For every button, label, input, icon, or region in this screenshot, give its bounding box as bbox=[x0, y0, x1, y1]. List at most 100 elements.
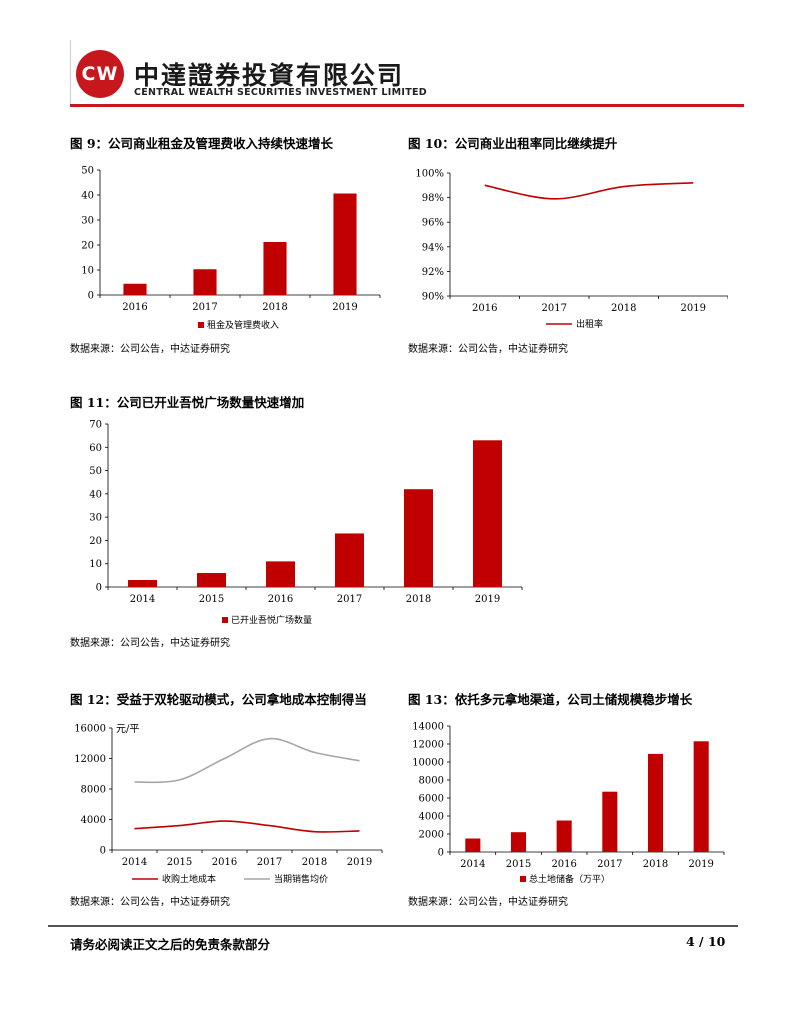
fig9-y-tick-label: 20 bbox=[81, 241, 94, 252]
fig12-y-tick-label: 4000 bbox=[81, 815, 106, 826]
fig9-bar bbox=[333, 193, 357, 295]
fig10-title: 图 10：公司商业出租率同比继续提升 bbox=[408, 136, 618, 151]
fig9-chart: 0 10 20 30 40 50 2016 2017 2018 2019 租金及管理费收入 bbox=[81, 166, 381, 331]
fig9-bar bbox=[263, 242, 287, 295]
fig12-legend-label: 收购土地成本 bbox=[162, 873, 216, 885]
fig9-y-tick-label: 30 bbox=[81, 216, 94, 227]
footer-rule bbox=[48, 925, 738, 927]
fig11-x-tick-label: 2017 bbox=[337, 594, 362, 605]
fig10-x-tick-label: 2016 bbox=[472, 303, 497, 314]
fig13-bar bbox=[465, 838, 481, 852]
fig12-y-tick-label: 0 bbox=[100, 846, 106, 857]
fig9-title: 图 9：公司商业租金及管理费收入持续快速增长 bbox=[70, 136, 334, 151]
fig13-x-tick-label: 2016 bbox=[551, 859, 576, 870]
fig13-bar bbox=[647, 753, 664, 852]
fig13-x-tick-label: 2019 bbox=[688, 859, 713, 870]
fig13-bar bbox=[602, 791, 618, 852]
fig11-source: 数据来源：公司公告，中达证券研究 bbox=[70, 638, 230, 649]
fig12-x-tick-label: 2017 bbox=[257, 857, 282, 868]
fig13-y-tick-label: 10000 bbox=[412, 758, 444, 769]
fig12-unit-label: 元/平 bbox=[116, 724, 139, 735]
fig10-x-tick-label: 2019 bbox=[681, 303, 706, 314]
fig11-y-tick-label: 50 bbox=[89, 466, 102, 477]
fig13-y-tick-label: 6000 bbox=[419, 794, 444, 805]
fig11-bar bbox=[473, 440, 502, 587]
fig10-x-tick-label: 2017 bbox=[542, 303, 567, 314]
fig10-y-tick-label: 94% bbox=[422, 242, 444, 253]
fig13-y-tick-label: 12000 bbox=[412, 740, 444, 751]
fig11-bar bbox=[404, 489, 433, 587]
fig12-chart: 0 4000 8000 12000 16000 2014 2015 2016 2017 2018 2… bbox=[74, 724, 383, 885]
fig11-legend-swatch bbox=[222, 617, 228, 623]
fig9-x-tick-label: 2019 bbox=[332, 302, 357, 313]
fig11-x-tick-label: 2018 bbox=[406, 594, 431, 605]
fig12-series-line-1 bbox=[134, 737, 360, 784]
fig12-x-tick-label: 2016 bbox=[212, 857, 237, 868]
fig9-bar bbox=[193, 269, 217, 295]
fig9-x-tick-label: 2018 bbox=[262, 302, 287, 313]
fig11-x-tick-label: 2019 bbox=[475, 594, 500, 605]
page-number: 4 / 10 bbox=[686, 934, 726, 949]
fig12-x-tick-label: 2018 bbox=[302, 857, 327, 868]
fig12-y-tick-label: 16000 bbox=[74, 724, 106, 735]
fig11-bar bbox=[335, 533, 364, 587]
fig10-series-line-0 bbox=[484, 182, 694, 200]
fig11-bar bbox=[266, 561, 295, 587]
fig11-x-tick-label: 2014 bbox=[130, 594, 155, 605]
fig12-y-tick-label: 12000 bbox=[74, 754, 106, 765]
fig12-series-line-0 bbox=[134, 820, 360, 833]
fig11-bar bbox=[128, 580, 157, 587]
logo-icon bbox=[76, 50, 124, 98]
fig13-source: 数据来源：公司公告，中达证券研究 bbox=[408, 897, 568, 908]
fig9-legend-label: 租金及管理费收入 bbox=[207, 319, 279, 331]
fig9-bar bbox=[123, 283, 147, 295]
fig11-chart: 0 10 20 30 40 50 60 70 2014 2015 2016 2017 2018 2019 已… bbox=[89, 420, 523, 626]
fig13-x-tick-label: 2014 bbox=[460, 859, 485, 870]
header-divider bbox=[70, 40, 71, 104]
fig9-x-tick-label: 2017 bbox=[192, 302, 217, 313]
fig9-y-tick-label: 10 bbox=[81, 266, 94, 277]
fig11-y-tick-label: 40 bbox=[89, 489, 102, 500]
fig11-y-tick-label: 30 bbox=[89, 513, 102, 524]
fig11-title: 图 11：公司已开业吾悦广场数量快速增加 bbox=[70, 395, 305, 410]
fig11-x-tick-label: 2016 bbox=[268, 594, 293, 605]
fig12-x-tick-label: 2019 bbox=[347, 857, 372, 868]
fig9-x-tick-label: 2016 bbox=[122, 302, 147, 313]
fig10-y-tick-label: 100% bbox=[415, 169, 444, 180]
fig10-legend-label: 出租率 bbox=[576, 318, 603, 330]
fig13-chart: 0 2000 4000 6000 8000 10000 12000 14000 2014 2015… bbox=[412, 722, 725, 885]
footer-disclaimer: 请务必阅读正文之后的免责条款部分 bbox=[70, 937, 271, 952]
fig13-bar bbox=[510, 832, 527, 852]
fig11-y-tick-label: 70 bbox=[89, 420, 102, 431]
fig13-bar bbox=[693, 741, 709, 852]
fig13-y-tick-label: 0 bbox=[438, 848, 444, 859]
fig13-x-tick-label: 2017 bbox=[597, 859, 622, 870]
fig11-legend-label: 已开业吾悦广场数量 bbox=[231, 614, 312, 626]
fig13-legend-label: 总土地储备（万平） bbox=[529, 873, 610, 885]
fig11-y-tick-label: 10 bbox=[89, 559, 102, 570]
fig12-x-tick-label: 2015 bbox=[167, 857, 192, 868]
fig10-y-tick-label: 96% bbox=[422, 218, 444, 229]
fig12-source: 数据来源：公司公告，中达证券研究 bbox=[70, 897, 230, 908]
fig11-bar bbox=[197, 573, 226, 587]
fig13-x-tick-label: 2015 bbox=[506, 859, 531, 870]
fig13-legend-swatch bbox=[520, 876, 526, 882]
fig11-y-tick-label: 60 bbox=[89, 443, 102, 454]
fig11-y-tick-label: 0 bbox=[96, 583, 102, 594]
header-rule bbox=[70, 104, 744, 107]
fig13-y-tick-label: 8000 bbox=[419, 776, 444, 787]
company-name-cn: 中達證券投資有限公司 bbox=[134, 61, 405, 90]
fig13-y-tick-label: 4000 bbox=[419, 812, 444, 823]
fig9-y-tick-label: 50 bbox=[81, 166, 94, 177]
fig10-source: 数据来源：公司公告，中达证券研究 bbox=[408, 344, 568, 355]
fig10-y-tick-label: 90% bbox=[422, 292, 444, 303]
fig13-x-tick-label: 2018 bbox=[643, 859, 668, 870]
logo-text: CW bbox=[81, 63, 119, 85]
fig13-bar bbox=[556, 820, 572, 852]
fig10-y-tick-label: 92% bbox=[422, 267, 444, 278]
fig11-y-tick-label: 20 bbox=[89, 536, 102, 547]
fig10-x-tick-label: 2018 bbox=[611, 303, 636, 314]
fig12-legend-label: 当期销售均价 bbox=[274, 873, 328, 885]
fig9-legend-swatch bbox=[198, 322, 204, 328]
fig12-title: 图 12：受益于双轮驱动模式，公司拿地成本控制得当 bbox=[70, 692, 367, 707]
